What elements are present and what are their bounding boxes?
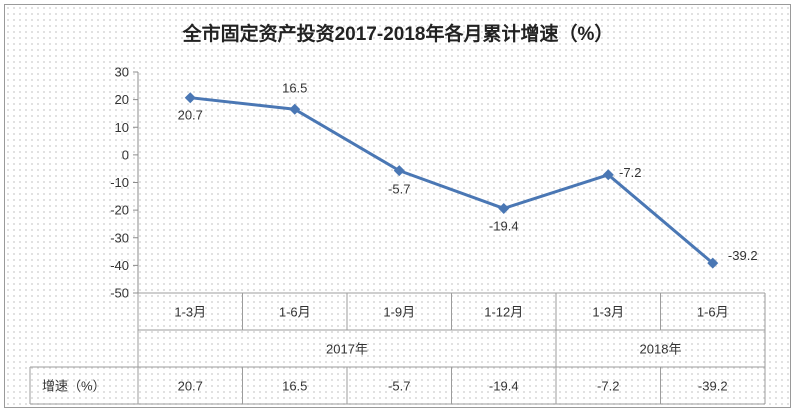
x-group-label: 2017年 xyxy=(326,342,368,357)
y-tick-label: -10 xyxy=(110,175,129,190)
series-line xyxy=(190,96,714,265)
y-tick-label: 0 xyxy=(122,147,129,162)
data-point xyxy=(602,169,614,181)
data-point xyxy=(289,103,301,115)
data-point xyxy=(184,92,196,104)
y-tick-label: 10 xyxy=(115,120,129,135)
data-label: -19.4 xyxy=(489,218,519,233)
table-value-cell: 16.5 xyxy=(282,379,307,394)
data-label: 16.5 xyxy=(282,80,307,95)
table-value-cell: -39.2 xyxy=(698,379,728,394)
data-label: 20.7 xyxy=(178,108,203,123)
y-tick-label: -40 xyxy=(110,258,129,273)
x-category-label: 1-6月 xyxy=(279,305,311,320)
data-point xyxy=(707,257,719,269)
data-label: -7.2 xyxy=(619,165,641,180)
data-point xyxy=(393,165,405,177)
x-category-label: 1-9月 xyxy=(383,305,415,320)
y-tick-label: -50 xyxy=(110,286,129,301)
y-tick-label: -20 xyxy=(110,203,129,218)
table-value-cell: -7.2 xyxy=(597,379,619,394)
table-value-cell: -5.7 xyxy=(388,379,410,394)
chart-title: 全市固定资产投资2017-2018年各月累计增速（%） xyxy=(182,22,614,45)
data-label: -5.7 xyxy=(388,182,410,197)
y-tick-label: -30 xyxy=(110,230,129,245)
data-label: -39.2 xyxy=(728,248,758,263)
chart-frame xyxy=(4,4,791,408)
x-category-label: 1-12月 xyxy=(484,305,523,320)
x-category-label: 1-3月 xyxy=(174,305,206,320)
table-value-cell: -19.4 xyxy=(489,379,519,394)
data-point xyxy=(498,202,510,214)
table-value-cell: 20.7 xyxy=(178,379,203,394)
y-tick-label: 30 xyxy=(115,65,129,80)
x-group-label: 2018年 xyxy=(640,342,682,357)
y-tick-label: 20 xyxy=(115,92,129,107)
table-series-name: 增速（%） xyxy=(42,379,106,394)
x-category-label: 1-6月 xyxy=(697,305,729,320)
x-category-label: 1-3月 xyxy=(592,305,624,320)
